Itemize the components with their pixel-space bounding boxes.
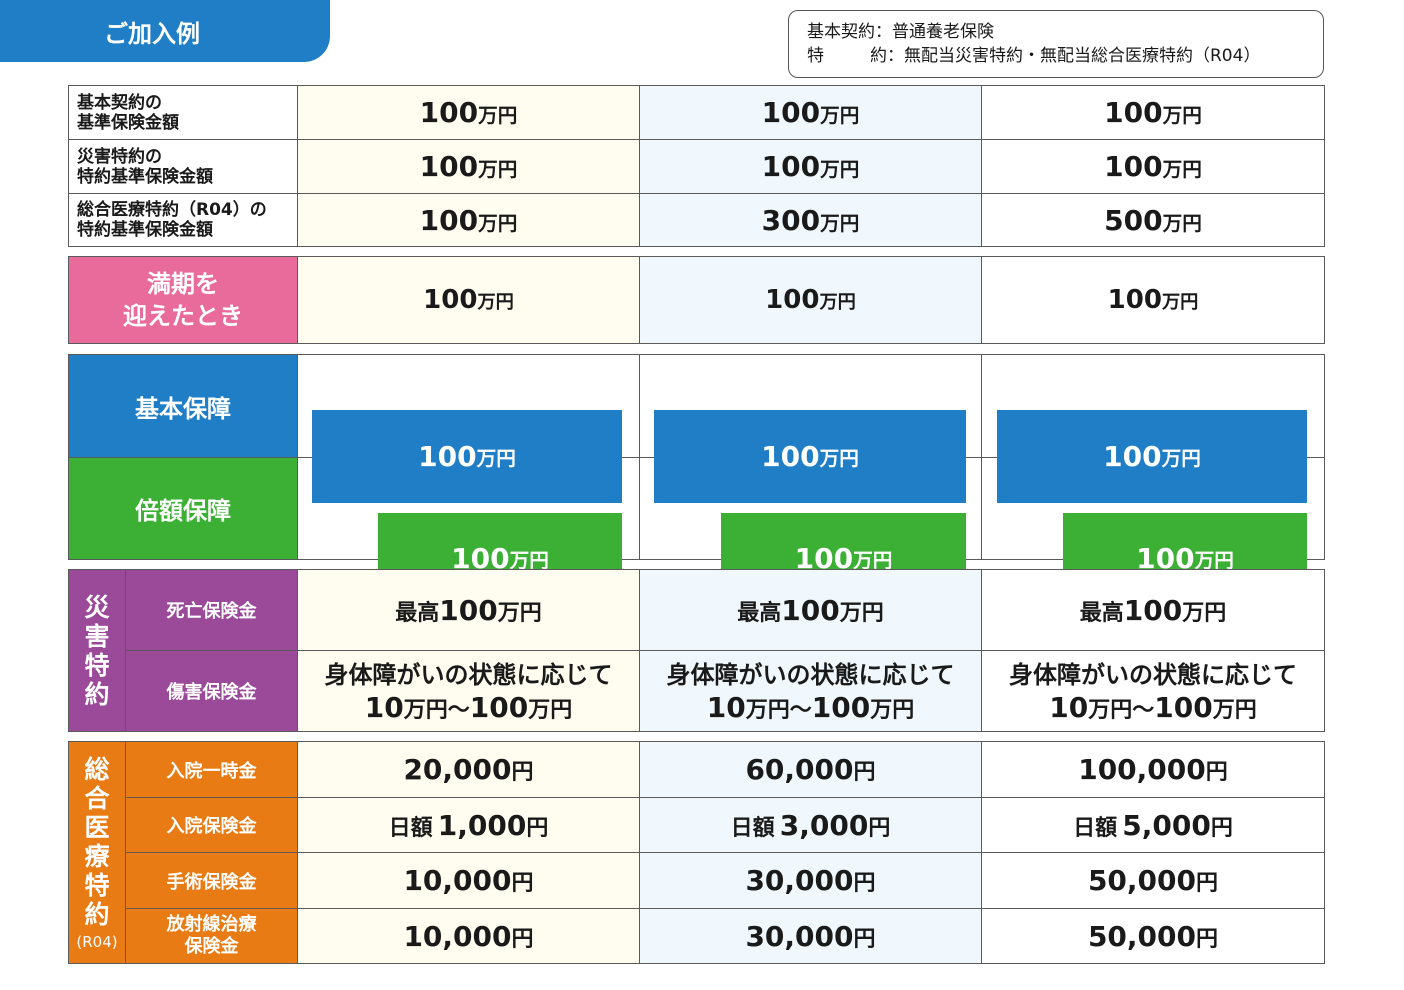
amount-cell: 日額 5,000円 [981, 797, 1325, 853]
table-row: 放射線治療 保険金 10,000円 30,000円 50,000円 [69, 908, 1325, 964]
rider-label-a: 特 [807, 46, 824, 66]
basic-coverage-label: 基本保障 [68, 354, 298, 458]
basic-coverage-bar: 100 万円 [654, 410, 966, 503]
injury-cell: 身体障がいの状態に応じて 10万円〜100万円 [639, 650, 982, 732]
medical-benefit-label: 入院一時金 [125, 741, 298, 798]
amount-cell: 100万円 [297, 193, 640, 247]
amount-cell: 100万円 [981, 139, 1325, 194]
row-label: 総合医療特約（R04）の 特約基準保険金額 [68, 193, 298, 247]
amount-cell: 日額 1,000円 [297, 797, 640, 853]
amount-cell: 最高100万円 [639, 569, 982, 651]
amount-cell: 300万円 [639, 193, 982, 247]
maturity-label: 満期を 迎えたとき [68, 256, 298, 344]
amount-cell: 20,000円 [297, 741, 640, 798]
amount-cell: 100万円 [297, 85, 640, 140]
bar-cell: 100 万円 [297, 354, 640, 503]
table-row: 災害特約 死亡保険金 最高100万円 最高100万円 最高100万円 [68, 569, 1325, 732]
medical-benefit-label: 手術保険金 [125, 852, 298, 909]
amount-cell: 100,000円 [981, 741, 1325, 798]
bar-cell: 100 万円 [981, 354, 1325, 503]
row-label: 災害特約の 特約基準保険金額 [68, 139, 298, 194]
amount-cell: 100万円 [981, 256, 1325, 344]
medical-benefit-label: 放射線治療 保険金 [125, 908, 298, 964]
amount-cell: 50,000円 [981, 852, 1325, 909]
medical-rider-table: 総合医療特約 (R04) 入院一時金 20,000円 60,000円 100,00… [68, 741, 1325, 964]
bar-cell: 100 万円 [639, 354, 982, 503]
section-tab-title: ご加入例 [104, 20, 200, 48]
amount-cell: 30,000円 [639, 852, 982, 909]
disaster-rider-table: 災害特約 死亡保険金 最高100万円 最高100万円 最高100万円 傷害保険金… [68, 569, 1325, 732]
amount-cell: 10,000円 [297, 908, 640, 964]
amount-cell: 100万円 [981, 85, 1325, 140]
injury-benefit-label: 傷害保険金 [125, 650, 298, 732]
death-benefit-label: 死亡保険金 [125, 569, 298, 651]
amount-cell: 100万円 [639, 139, 982, 194]
amount-cell: 10,000円 [297, 852, 640, 909]
table-row: 傷害保険金 身体障がいの状態に応じて 10万円〜100万円 身体障がいの状態に応じ… [69, 650, 1325, 732]
summary-table: 基本契約の 基準保険金額 100万円 100万円 100万円 災害特約の 特約基準保… [68, 85, 1325, 247]
double-coverage-label: 倍額保障 [68, 457, 298, 560]
table-row: 手術保険金 10,000円 30,000円 50,000円 [69, 852, 1325, 909]
contract-line: 基本契約：普通養老保険 [807, 22, 994, 42]
maturity-table: 満期を 迎えたとき 100万円 100万円 100万円 [68, 256, 1325, 344]
table-row: 総合医療特約 (R04) 入院一時金 20,000円 60,000円 100,00… [68, 741, 1325, 964]
table-row: 満期を 迎えたとき 100万円 100万円 100万円 [68, 256, 1325, 344]
amount-cell: 最高100万円 [297, 569, 640, 651]
amount-cell: 500万円 [981, 193, 1325, 247]
section-tab: ご加入例 [0, 0, 330, 62]
basic-coverage-bar: 100 万円 [997, 410, 1307, 503]
amount-cell: 30,000円 [639, 908, 982, 964]
injury-cell: 身体障がいの状態に応じて 10万円〜100万円 [981, 650, 1325, 732]
table-row: 基本契約の 基準保険金額 100万円 100万円 100万円 [68, 85, 1325, 140]
amount-cell: 60,000円 [639, 741, 982, 798]
rider-label-b: 約：無配当災害特約・無配当総合医療特約（R04） [870, 46, 1261, 66]
amount-cell: 50,000円 [981, 908, 1325, 964]
medical-group-sub: (R04) [76, 932, 118, 951]
amount-cell: 100万円 [297, 139, 640, 194]
table-row: 災害特約の 特約基準保険金額 100万円 100万円 100万円 [68, 139, 1325, 194]
amount-cell: 100万円 [639, 256, 982, 344]
death-benefit-table: 基本保障 100 万円 100 万円 100 万円 倍額保障 100 万円 100 万円 … [68, 354, 1325, 605]
medical-group-label: 総合医療特約 (R04) [68, 741, 126, 964]
medical-benefit-label: 入院保険金 [125, 797, 298, 853]
vertical-label: 災害特約 [84, 592, 110, 709]
table-row: 基本保障 100 万円 100 万円 100 万円 [68, 354, 1325, 503]
amount-cell: 最高100万円 [981, 569, 1325, 651]
amount-cell: 100万円 [639, 85, 982, 140]
injury-cell: 身体障がいの状態に応じて 10万円〜100万円 [297, 650, 640, 732]
amount-cell: 日額 3,000円 [639, 797, 982, 853]
row-label: 基本契約の 基準保険金額 [68, 85, 298, 140]
amount-cell: 100万円 [297, 256, 640, 344]
table-row: 入院保険金 日額 1,000円 日額 3,000円 日額 5,000円 [69, 797, 1325, 853]
contract-info-box: 基本契約：普通養老保険 特 約：無配当災害特約・無配当総合医療特約（R04） [788, 10, 1324, 78]
vertical-label: 総合医療特約 [84, 754, 110, 929]
table-row: 総合医療特約（R04）の 特約基準保険金額 100万円 300万円 500万円 [68, 193, 1325, 247]
rider-line: 特 約：無配当災害特約・無配当総合医療特約（R04） [807, 44, 1323, 68]
basic-coverage-bar: 100 万円 [312, 410, 622, 503]
disaster-group-label: 災害特約 [68, 569, 126, 732]
